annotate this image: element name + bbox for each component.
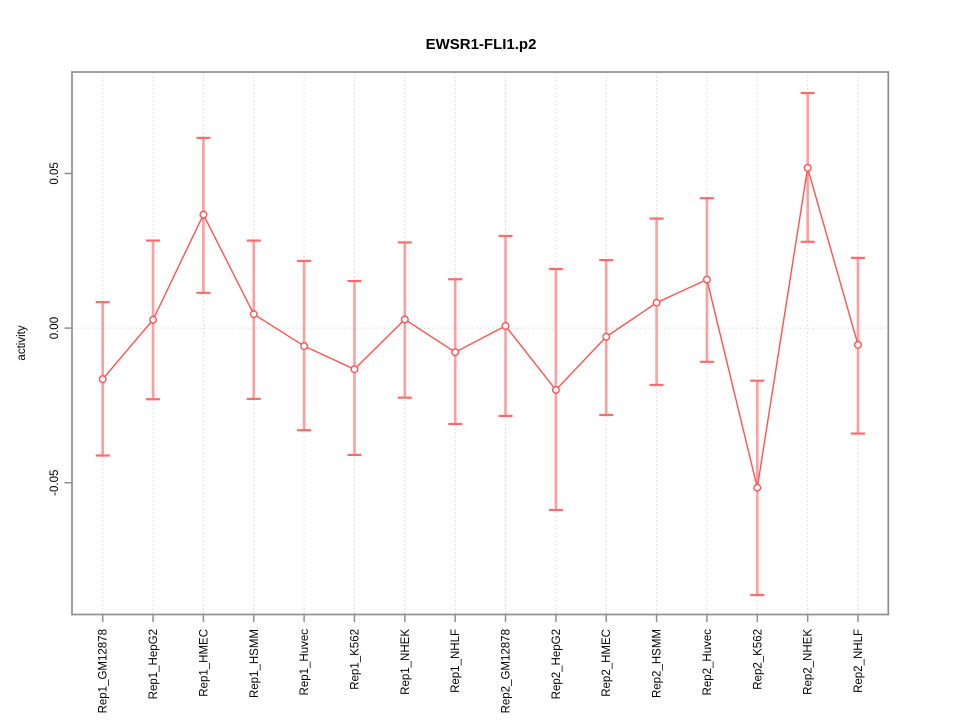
x-tick-label: Rep2_Huvec (702, 629, 714, 696)
x-tick-label: Rep1_K562 (349, 629, 361, 690)
data-points (98, 163, 863, 492)
data-point-Rep2_HepG2 (551, 385, 560, 394)
error-bars (95, 91, 865, 597)
axis-ticks-and-labels: Rep1_GM12878 Rep1_HepG2 Rep1_HMEC Rep1_HSMM… (49, 162, 865, 713)
y-tick-label: 0.00 (49, 317, 61, 339)
x-tick-label: Rep1_HepG2 (148, 629, 160, 699)
x-tick-label: Rep1_GM12878 (98, 629, 110, 713)
data-point-Rep1_NHLF (451, 348, 460, 357)
x-tick-label: Rep2_HMEC (601, 629, 613, 697)
gridlines (72, 72, 889, 615)
data-point-Rep1_HSMM (249, 310, 258, 319)
y-tick-label: 0.05 (49, 162, 61, 184)
data-point-Rep1_HepG2 (149, 315, 158, 324)
data-point-Rep2_K562 (753, 483, 762, 492)
series-line (102, 167, 859, 488)
x-tick-label: Rep1_NHEK (400, 629, 412, 695)
x-tick-label: Rep2_HepG2 (551, 629, 563, 699)
y-tick-label: -0.05 (49, 470, 61, 496)
data-point-Rep2_Huvec (702, 275, 711, 284)
data-point-Rep2_GM12878 (501, 321, 510, 330)
plot-frame (71, 71, 890, 616)
data-point-Rep1_HMEC (199, 210, 208, 219)
activity-line (102, 167, 859, 488)
data-point-Rep1_GM12878 (98, 375, 107, 384)
chart-title: EWSR1-FLI1.p2 (426, 36, 537, 53)
x-tick-label: Rep2_HSMM (652, 629, 664, 698)
x-tick-label: Rep1_HSMM (249, 629, 261, 698)
data-point-Rep2_NHEK (803, 163, 812, 172)
data-point-Rep2_NHLF (854, 340, 863, 349)
error-bar-Rep1_HSMM (246, 239, 261, 401)
x-tick-label: Rep2_NHLF (853, 629, 865, 693)
x-tick-label: Rep2_GM12878 (501, 629, 513, 713)
y-axis-label: activity (16, 325, 28, 360)
x-tick-label: Rep2_NHEK (803, 629, 815, 695)
data-point-Rep1_K562 (350, 365, 359, 374)
data-point-Rep1_Huvec (300, 342, 309, 351)
x-tick-label: Rep2_K562 (752, 629, 764, 690)
x-tick-label: Rep1_Huvec (299, 629, 311, 696)
x-tick-label: Rep1_NHLF (450, 629, 462, 693)
data-point-Rep2_HMEC (602, 332, 611, 341)
data-point-Rep1_NHEK (400, 315, 409, 324)
data-point-Rep2_HSMM (652, 298, 661, 307)
plot-border (71, 71, 890, 616)
x-tick-label: Rep1_HMEC (198, 629, 210, 697)
